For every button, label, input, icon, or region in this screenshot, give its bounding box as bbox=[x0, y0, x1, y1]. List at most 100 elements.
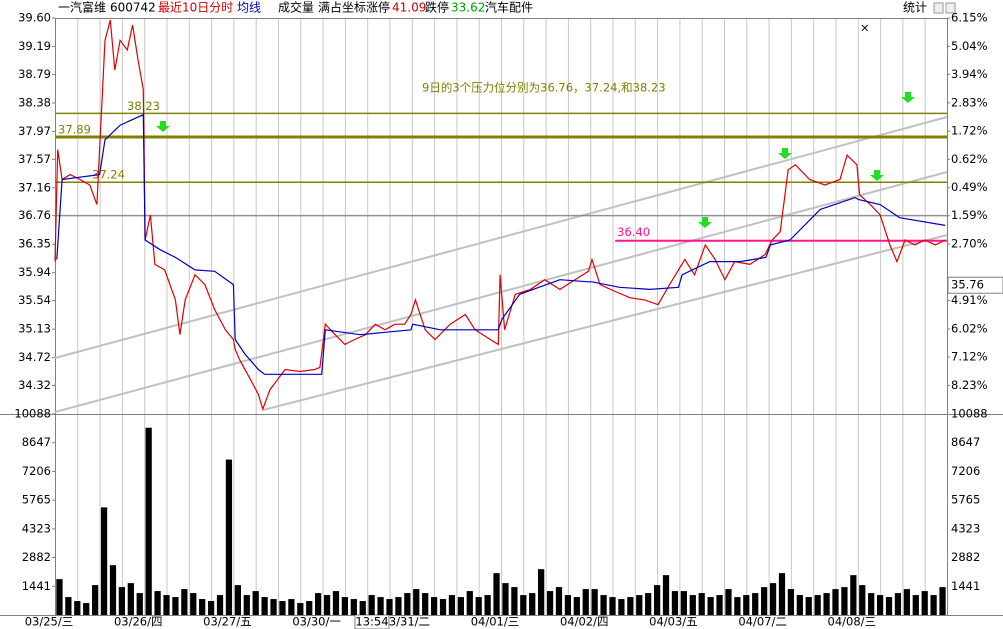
volume-bar bbox=[627, 597, 634, 615]
x-tick-label: 04/08/三 bbox=[828, 615, 877, 629]
volume-bar bbox=[466, 591, 473, 615]
volume-bar bbox=[386, 599, 393, 615]
volume-bar bbox=[653, 585, 661, 615]
x-tick-label: 04/01/三 bbox=[471, 615, 520, 629]
volume-bar bbox=[564, 595, 572, 615]
y-tick-label: 38.79 bbox=[18, 67, 51, 81]
y2-tick-label: 8647 bbox=[951, 435, 980, 449]
volume-bar bbox=[555, 587, 563, 615]
cursor-time: 13:54 bbox=[355, 615, 388, 629]
avg-toggle[interactable]: 均线 bbox=[237, 1, 261, 15]
volume-bar bbox=[716, 595, 723, 615]
volume-bar bbox=[234, 585, 241, 615]
volume-bar bbox=[707, 597, 714, 615]
marker: × bbox=[860, 21, 870, 35]
arrow bbox=[698, 217, 712, 228]
trend-line bbox=[54, 116, 948, 359]
y-tick-label: 37.97 bbox=[18, 124, 51, 138]
volume-toggle[interactable]: 成交量 bbox=[278, 0, 314, 15]
limit-down: 33.62 bbox=[451, 1, 485, 15]
volume-bar bbox=[154, 591, 161, 615]
y2-tick-label: 10088 bbox=[951, 407, 988, 421]
volume-bar bbox=[56, 579, 63, 615]
volume-bar bbox=[734, 597, 741, 615]
x-tick-label: 03/26/四 bbox=[114, 615, 163, 629]
volume-bar bbox=[868, 593, 875, 615]
volume-bar bbox=[859, 585, 866, 615]
volume-bar bbox=[457, 597, 464, 615]
y2-tick-label: 0.49% bbox=[951, 180, 988, 194]
y-tick-label: 36.76 bbox=[18, 208, 51, 222]
x-tick-label: 04/02/四 bbox=[560, 615, 609, 629]
volume-bar bbox=[395, 597, 402, 615]
volume-bar bbox=[216, 595, 224, 615]
volume-bar bbox=[778, 573, 786, 615]
scroll-left[interactable] bbox=[933, 2, 944, 14]
volume-bar bbox=[832, 589, 839, 615]
volume-bar bbox=[252, 591, 259, 615]
volume-bar bbox=[939, 587, 946, 615]
coord-mode[interactable]: 满占坐标 bbox=[318, 0, 366, 15]
volume-bar bbox=[591, 589, 598, 615]
arrow bbox=[870, 170, 884, 181]
period[interactable]: 最近10日分时 bbox=[158, 1, 233, 15]
volume-bar bbox=[538, 569, 545, 615]
y2-tick-label: 5765 bbox=[951, 493, 980, 507]
y-tick-label: 34.72 bbox=[18, 350, 51, 364]
volume-bar bbox=[225, 459, 233, 615]
volume-bar bbox=[190, 593, 197, 615]
volume-bar bbox=[323, 595, 331, 615]
y-tick-label: 1441 bbox=[22, 579, 51, 593]
y2-tick-label: 4323 bbox=[951, 521, 980, 535]
volume-bar bbox=[743, 595, 750, 615]
volume-bar bbox=[725, 589, 732, 615]
volume-bar bbox=[752, 593, 759, 615]
volume-bar bbox=[279, 601, 286, 615]
x-tick-label: 03/30/一 bbox=[292, 615, 341, 629]
scroll-right[interactable] bbox=[945, 2, 956, 14]
volume-bar bbox=[930, 595, 937, 615]
y-tick-label: 35.94 bbox=[18, 265, 51, 279]
volume-bar bbox=[341, 597, 349, 615]
y-tick-label: 5765 bbox=[22, 493, 51, 507]
volume-bar bbox=[430, 597, 438, 615]
y-tick-label: 38.38 bbox=[18, 95, 51, 109]
volume-bar bbox=[92, 585, 99, 615]
volume-bar bbox=[350, 599, 357, 615]
y2-tick-label: 7.12% bbox=[951, 350, 988, 364]
volume-bar bbox=[65, 597, 72, 615]
y-tick-label: 35.54 bbox=[18, 293, 51, 307]
volume-bar bbox=[484, 595, 491, 615]
last-price: 35.76 bbox=[951, 278, 984, 292]
x-tick-label: 04/03/五 bbox=[649, 615, 698, 629]
y-tick-label: 37.57 bbox=[18, 152, 51, 166]
limit-up: 41.09 bbox=[392, 1, 426, 15]
volume-bar bbox=[413, 589, 420, 615]
volume-bar bbox=[118, 587, 126, 615]
price-line bbox=[54, 19, 946, 411]
volume-bar bbox=[850, 575, 857, 615]
stock-code: 600742 bbox=[110, 1, 156, 15]
volume-bar bbox=[894, 593, 902, 615]
volume-bar bbox=[546, 591, 554, 615]
volume-bar bbox=[172, 597, 179, 615]
volume-bar bbox=[511, 587, 518, 615]
stats-button[interactable]: 统计 bbox=[903, 1, 927, 15]
volume-bar bbox=[109, 565, 117, 615]
volume-bar bbox=[404, 593, 411, 615]
y2-tick-label: 1.59% bbox=[951, 208, 988, 222]
y-tick-label: 36.35 bbox=[18, 237, 51, 251]
x-tick-label: 03/25/三 bbox=[25, 615, 74, 629]
arrow bbox=[778, 148, 792, 159]
volume-bar bbox=[83, 603, 90, 615]
y-tick-label: 2882 bbox=[22, 550, 51, 564]
volume-bar bbox=[288, 599, 295, 615]
volume-bar bbox=[680, 591, 687, 615]
volume-bar bbox=[787, 589, 795, 615]
annotation: 9日的3个压力位分别为36.76，37.24,和38.23 bbox=[422, 81, 666, 95]
volume-bar bbox=[377, 597, 384, 615]
volume-bar bbox=[903, 589, 910, 615]
volume-bar bbox=[582, 589, 589, 615]
